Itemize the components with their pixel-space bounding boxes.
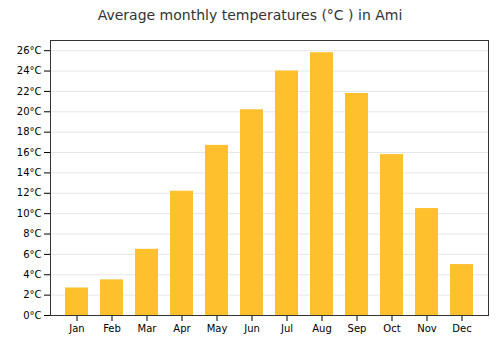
svg-text:Sep: Sep [348, 323, 367, 334]
svg-text:24°C: 24°C [17, 65, 42, 76]
svg-text:14°C: 14°C [17, 167, 42, 178]
svg-text:4°C: 4°C [23, 269, 41, 280]
svg-text:Mar: Mar [138, 323, 158, 334]
svg-text:Feb: Feb [103, 323, 121, 334]
svg-text:Nov: Nov [417, 323, 437, 334]
svg-text:16°C: 16°C [17, 147, 42, 158]
svg-text:0°C: 0°C [23, 310, 41, 321]
svg-text:Jan: Jan [68, 323, 84, 334]
svg-text:8°C: 8°C [23, 228, 41, 239]
svg-text:26°C: 26°C [17, 45, 42, 56]
svg-text:6°C: 6°C [23, 249, 41, 260]
svg-text:Aug: Aug [312, 323, 332, 334]
svg-text:May: May [207, 323, 228, 334]
svg-text:20°C: 20°C [17, 106, 42, 117]
svg-text:Oct: Oct [383, 323, 400, 334]
svg-text:22°C: 22°C [17, 86, 42, 97]
svg-text:Jul: Jul [280, 323, 293, 334]
svg-text:12°C: 12°C [17, 187, 42, 198]
html-text:Average monthly temperatures (: Average monthly temperatures (°C ) in Am… [97, 7, 403, 23]
svg-text:10°C: 10°C [17, 208, 42, 219]
svg-text:18°C: 18°C [17, 126, 42, 137]
svg-text:Dec: Dec [452, 323, 471, 334]
svg-text:Apr: Apr [173, 323, 191, 334]
svg-text:2°C: 2°C [23, 289, 41, 300]
svg-text:Jun: Jun [243, 323, 260, 334]
